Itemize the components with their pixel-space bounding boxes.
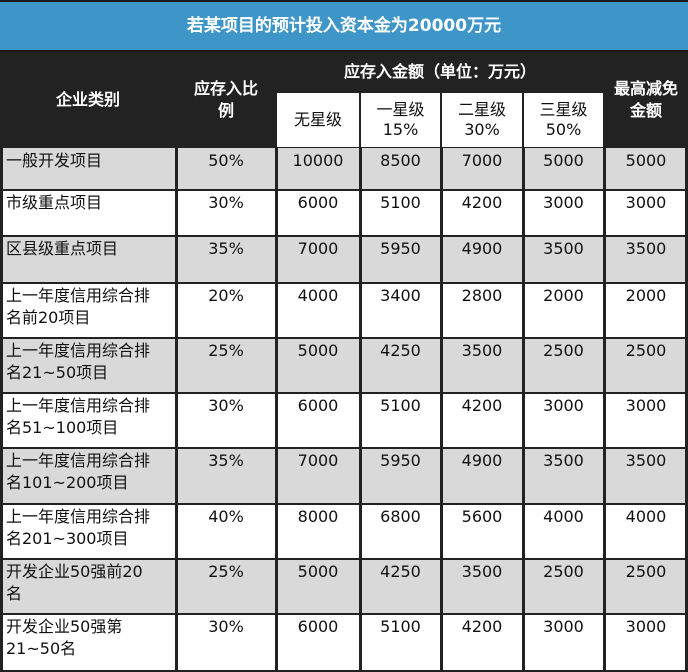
table-row-amount: 4250 xyxy=(360,559,441,614)
table-row-amount: 3000 xyxy=(523,614,604,671)
row-divider xyxy=(0,282,688,284)
table-row-amount: 10000 xyxy=(276,148,360,190)
table-row-max: 5000 xyxy=(604,148,688,190)
table-row-amount: 4200 xyxy=(441,190,523,236)
table-row-ratio: 40% xyxy=(176,504,276,559)
table-row-ratio: 35% xyxy=(176,236,276,283)
table-row-amount: 5100 xyxy=(360,393,441,448)
table-row-amount: 4200 xyxy=(441,393,523,448)
table-row-max: 3500 xyxy=(604,448,688,504)
header-max-reduction: 最高减免 金额 xyxy=(604,52,688,148)
table-row-amount: 3500 xyxy=(523,236,604,283)
table-row-category: 区县级重点项目 xyxy=(0,236,176,283)
table-row-max: 2000 xyxy=(604,283,688,338)
table-row-amount: 3500 xyxy=(523,448,604,504)
row-divider xyxy=(0,503,688,505)
table-row-category: 上一年度信用综合排 名51~100项目 xyxy=(0,393,176,448)
table-row-ratio: 30% xyxy=(176,614,276,671)
table-row-amount: 5000 xyxy=(276,559,360,614)
header-ratio: 应存入比 例 xyxy=(176,52,276,148)
column-divider xyxy=(603,148,606,671)
table-row-category: 一般开发项目 xyxy=(0,148,176,190)
row-divider xyxy=(0,392,688,394)
row-divider xyxy=(0,235,688,237)
table-row-ratio: 25% xyxy=(176,338,276,393)
table-row-amount: 5950 xyxy=(360,236,441,283)
header-amount-group: 应存入金额（单位：万元） xyxy=(276,52,604,92)
header-level-two-star: 二星级 30% xyxy=(441,92,523,148)
table-row-max: 4000 xyxy=(604,504,688,559)
table-row-amount: 4900 xyxy=(441,448,523,504)
table-row-category: 市级重点项目 xyxy=(0,190,176,236)
table-row-amount: 6800 xyxy=(360,504,441,559)
column-divider xyxy=(440,148,443,671)
table-row-amount: 2000 xyxy=(523,283,604,338)
table-row-category: 上一年度信用综合排 名201~300项目 xyxy=(0,504,176,559)
table-row-amount: 6000 xyxy=(276,393,360,448)
table-row-max: 3000 xyxy=(604,393,688,448)
table-row-category: 开发企业50强前20 名 xyxy=(0,559,176,614)
header-level-none: 无星级 xyxy=(276,92,360,148)
column-divider xyxy=(275,148,278,671)
table-row-amount: 5600 xyxy=(441,504,523,559)
header-category: 企业类别 xyxy=(0,52,176,148)
table-row-amount: 2500 xyxy=(523,338,604,393)
row-divider xyxy=(0,558,688,560)
table-row-amount: 5000 xyxy=(276,338,360,393)
table-row-amount: 3500 xyxy=(441,559,523,614)
table-row-max: 2500 xyxy=(604,338,688,393)
table-row-ratio: 35% xyxy=(176,448,276,504)
row-divider xyxy=(0,189,688,191)
table-row-ratio: 25% xyxy=(176,559,276,614)
table-row-amount: 4000 xyxy=(276,283,360,338)
header-level-three-star: 三星级 50% xyxy=(523,92,604,148)
table-row-amount: 5950 xyxy=(360,448,441,504)
table-row-amount: 4200 xyxy=(441,614,523,671)
table-row-amount: 5000 xyxy=(523,148,604,190)
table-row-ratio: 20% xyxy=(176,283,276,338)
table-row-amount: 4000 xyxy=(523,504,604,559)
table-title: 若某项目的预计投入资本金为20000万元 xyxy=(0,0,688,52)
table-row-amount: 3000 xyxy=(523,190,604,236)
table-row-max: 3000 xyxy=(604,614,688,671)
table-row-amount: 7000 xyxy=(276,236,360,283)
table-row-ratio: 50% xyxy=(176,148,276,190)
table-row-amount: 2500 xyxy=(523,559,604,614)
table-row-ratio: 30% xyxy=(176,190,276,236)
table-row-amount: 2800 xyxy=(441,283,523,338)
table-row-amount: 4250 xyxy=(360,338,441,393)
table-row-amount: 6000 xyxy=(276,614,360,671)
table-row-amount: 5100 xyxy=(360,614,441,671)
column-divider xyxy=(522,148,525,671)
table-row-max: 3000 xyxy=(604,190,688,236)
table-row-amount: 8000 xyxy=(276,504,360,559)
table-row-amount: 4900 xyxy=(441,236,523,283)
row-divider xyxy=(0,447,688,449)
table-row-amount: 3400 xyxy=(360,283,441,338)
table-row-amount: 7000 xyxy=(441,148,523,190)
row-divider xyxy=(0,337,688,339)
table-row-category: 开发企业50强第 21~50名 xyxy=(0,614,176,671)
table-row-category: 上一年度信用综合排 名101~200项目 xyxy=(0,448,176,504)
column-divider xyxy=(359,148,362,671)
column-divider xyxy=(175,148,178,671)
column-divider xyxy=(0,148,3,671)
table-row-amount: 6000 xyxy=(276,190,360,236)
table-row-ratio: 30% xyxy=(176,393,276,448)
table-row-category: 上一年度信用综合排 名21~50项目 xyxy=(0,338,176,393)
header-level-one-star: 一星级 15% xyxy=(360,92,441,148)
table-row-category: 上一年度信用综合排 名前20项目 xyxy=(0,283,176,338)
table-row-max: 3500 xyxy=(604,236,688,283)
table-row-amount: 3000 xyxy=(523,393,604,448)
table-row-amount: 8500 xyxy=(360,148,441,190)
table-row-amount: 7000 xyxy=(276,448,360,504)
table-row-amount: 3500 xyxy=(441,338,523,393)
column-divider xyxy=(685,148,688,671)
row-divider xyxy=(0,613,688,615)
table-row-amount: 5100 xyxy=(360,190,441,236)
table-row-max: 2500 xyxy=(604,559,688,614)
